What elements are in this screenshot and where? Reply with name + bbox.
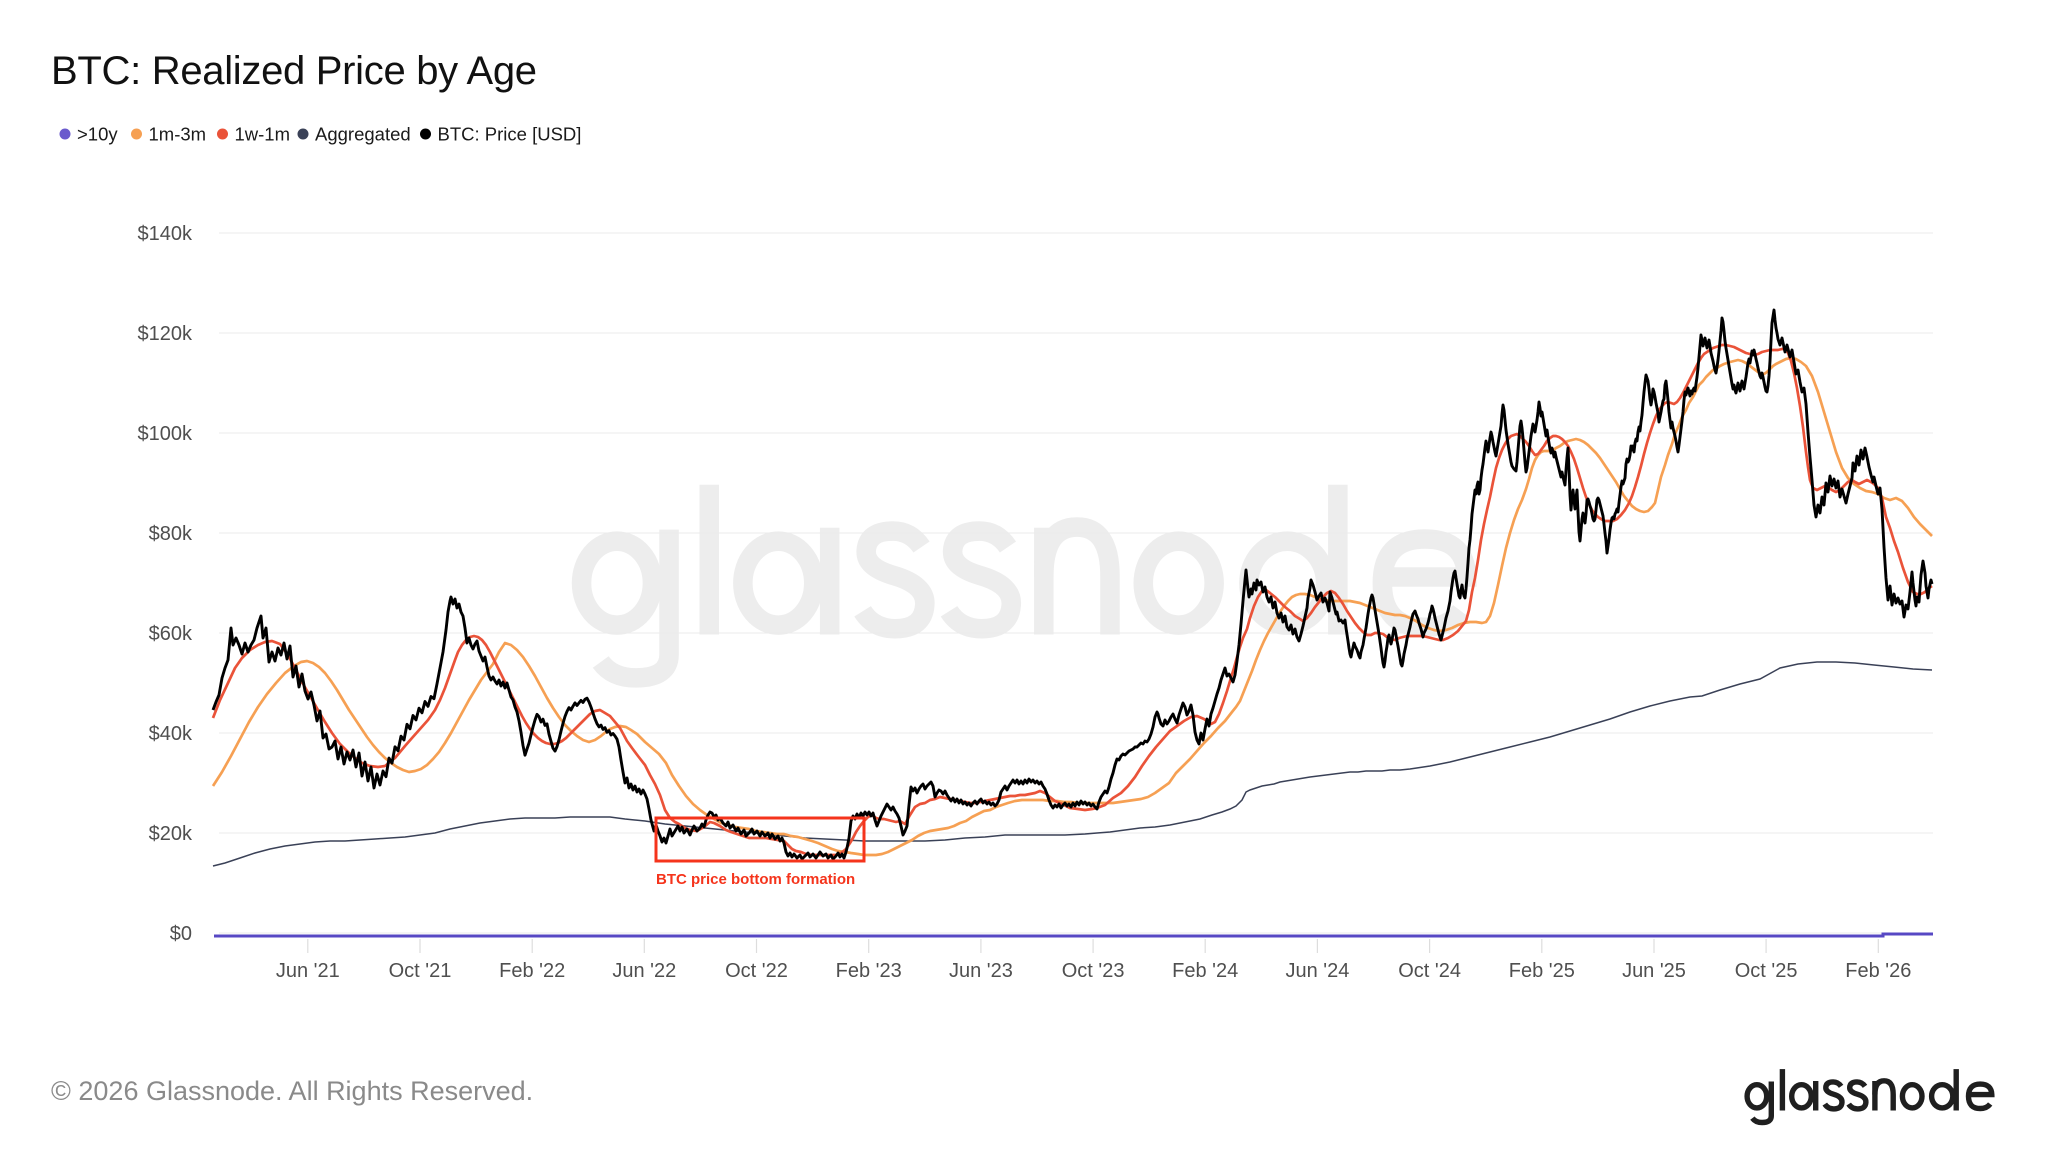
svg-text:Jun '23: Jun '23 (949, 960, 1013, 982)
svg-text:Oct '24: Oct '24 (1398, 960, 1461, 982)
svg-text:Jun '24: Jun '24 (1285, 960, 1349, 982)
svg-text:Feb '24: Feb '24 (1172, 960, 1238, 982)
svg-text:Jun '22: Jun '22 (612, 960, 676, 982)
svg-text:Jun '25: Jun '25 (1622, 960, 1686, 982)
svg-text:>10y: >10y (77, 124, 118, 145)
svg-text:Aggregated: Aggregated (315, 124, 411, 145)
svg-text:$100k: $100k (138, 423, 193, 445)
svg-text:$0: $0 (170, 923, 192, 945)
svg-text:Feb '25: Feb '25 (1509, 960, 1575, 982)
svg-text:Jun '21: Jun '21 (276, 960, 340, 982)
svg-text:BTC: Realized Price by Age: BTC: Realized Price by Age (51, 49, 537, 93)
svg-text:Feb '26: Feb '26 (1845, 960, 1911, 982)
svg-text:© 2026 Glassnode. All Rights R: © 2026 Glassnode. All Rights Reserved. (51, 1076, 533, 1106)
svg-text:$20k: $20k (149, 823, 193, 845)
svg-text:Feb '22: Feb '22 (499, 960, 565, 982)
svg-text:Oct '21: Oct '21 (389, 960, 452, 982)
svg-text:$40k: $40k (149, 723, 193, 745)
svg-text:1w-1m: 1w-1m (235, 124, 291, 145)
svg-text:$80k: $80k (149, 523, 193, 545)
svg-text:BTC price bottom formation: BTC price bottom formation (656, 871, 855, 888)
svg-text:$140k: $140k (138, 223, 193, 245)
svg-text:Oct '25: Oct '25 (1735, 960, 1798, 982)
svg-text:BTC: Price [USD]: BTC: Price [USD] (438, 124, 582, 145)
svg-text:1m-3m: 1m-3m (149, 124, 207, 145)
svg-text:$60k: $60k (149, 623, 193, 645)
svg-text:Oct '23: Oct '23 (1062, 960, 1125, 982)
svg-text:$120k: $120k (138, 323, 193, 345)
svg-text:Oct '22: Oct '22 (725, 960, 788, 982)
svg-text:Feb '23: Feb '23 (836, 960, 902, 982)
